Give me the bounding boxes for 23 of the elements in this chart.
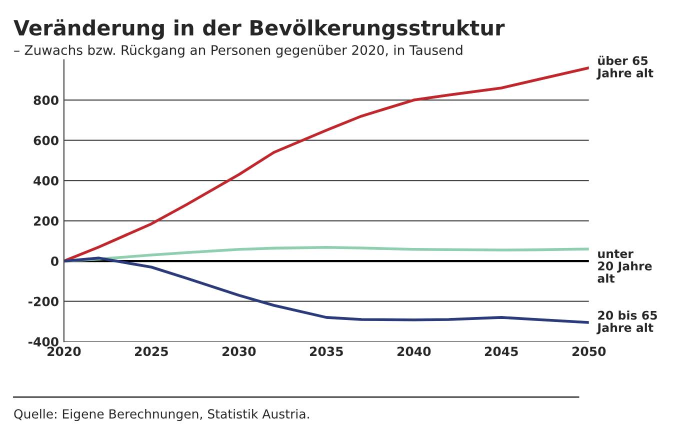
y-tick-label: 400	[34, 176, 58, 186]
y-tick-label: -200	[28, 296, 58, 306]
line-series	[64, 256, 589, 324]
x-tick-label: 2020	[48, 346, 81, 356]
y-tick-label: 800	[34, 96, 58, 105]
x-tick-label: 2045	[484, 346, 518, 356]
series-label: über 65 Jahre alt	[596, 56, 654, 80]
x-tick-label: 2030	[222, 346, 256, 356]
x-tick-label: 2040	[397, 346, 431, 356]
x-tick-label: 2025	[135, 346, 168, 356]
y-tick-label: 600	[34, 136, 58, 146]
source-note: Quelle: Eigene Berechnungen, Statistik Austria.	[14, 408, 309, 422]
chart-subtitle: – Zuwachs bzw. Rückgang an Personen gegenüber 2020, in Tausend	[14, 44, 462, 58]
line-series	[64, 246, 589, 262]
y-tick-label: 0	[50, 256, 58, 266]
x-tick-label: 2035	[310, 346, 343, 356]
line-series	[64, 66, 589, 262]
x-tick-label: 2050	[572, 346, 606, 356]
series-label: 20 bis 65 Jahre alt	[596, 310, 657, 334]
chart-title: Veränderung in der Bevölkerungsstruktur	[14, 19, 505, 40]
y-tick-label: -400	[28, 337, 58, 347]
series-label: unter 20 Jahre alt	[598, 250, 652, 283]
y-tick-label: 200	[34, 216, 58, 226]
